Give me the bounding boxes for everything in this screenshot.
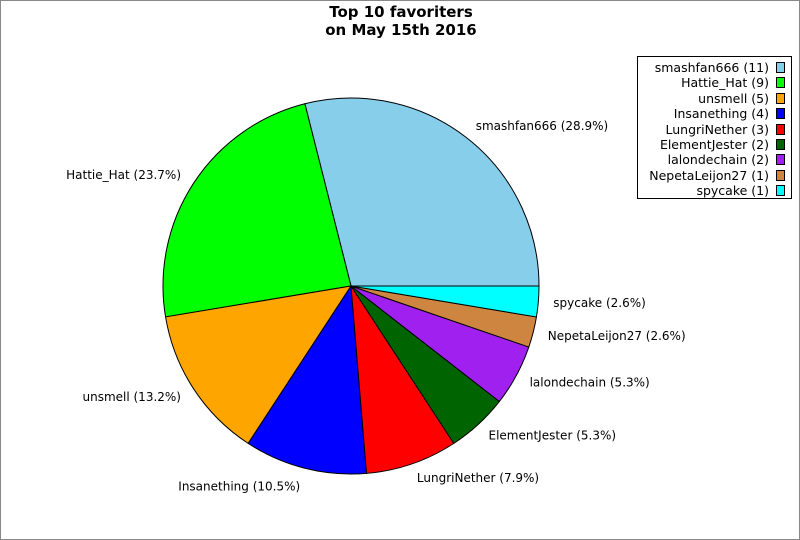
legend-item-spycake: spycake (1) bbox=[638, 183, 791, 198]
chart-title: Top 10 favoriters on May 15th 2016 bbox=[1, 3, 799, 39]
legend-label: smashfan666 (11) bbox=[654, 60, 769, 75]
slice-label-lungrinether: LungriNether (7.9%) bbox=[417, 471, 539, 485]
legend-label: ElementJester (2) bbox=[659, 136, 769, 152]
chart-title-line-2: on May 15th 2016 bbox=[325, 21, 477, 39]
legend-label: NepetaLeijon27 (1) bbox=[649, 167, 769, 183]
legend-swatch bbox=[776, 92, 785, 104]
legend-swatch bbox=[776, 185, 785, 197]
pie-slice-hattie-hat bbox=[162, 103, 352, 318]
legend-item-smashfan666: smashfan666 (11) bbox=[638, 60, 791, 75]
legend-item-lalondechain: lalondechain (2) bbox=[638, 152, 791, 167]
legend-label: spycake (1) bbox=[696, 183, 769, 199]
legend-label: LungriNether (3) bbox=[665, 121, 769, 137]
legend-item-insanething: Insanething (4) bbox=[638, 106, 791, 121]
legend-swatch bbox=[776, 169, 785, 181]
legend-swatch bbox=[776, 154, 785, 166]
slice-label-spycake: spycake (2.6%) bbox=[553, 296, 646, 310]
pie-slice-smashfan666 bbox=[304, 97, 540, 287]
legend-swatch bbox=[776, 62, 785, 73]
slice-label-lalondechain: lalondechain (5.3%) bbox=[530, 376, 650, 390]
pie-slice-insanething bbox=[247, 284, 368, 475]
pie-slice-unsmell bbox=[164, 285, 353, 445]
legend-item-unsmell: unsmell (5) bbox=[638, 91, 791, 106]
slice-label-elementjester: ElementJester (5.3%) bbox=[489, 428, 617, 442]
chart-title-line-1: Top 10 favoriters bbox=[329, 3, 473, 21]
legend-swatch bbox=[776, 108, 785, 120]
legend-label: unsmell (5) bbox=[698, 90, 769, 106]
legend: smashfan666 (11) Hattie_Hat (9) unsmell (5… bbox=[637, 56, 792, 199]
slice-label-hattie-hat: Hattie_Hat (23.7%) bbox=[66, 168, 181, 182]
legend-label: lalondechain (2) bbox=[667, 152, 769, 168]
legend-item-nepetaleijon27: NepetaLeijon27 (1) bbox=[638, 168, 791, 183]
slice-label-unsmell: unsmell (13.2%) bbox=[82, 390, 181, 404]
legend-swatch bbox=[776, 138, 785, 150]
slice-label-insanething: Insanething (10.5%) bbox=[178, 480, 300, 494]
pie-slice-spycake bbox=[350, 285, 540, 318]
legend-label: Hattie_Hat (9) bbox=[681, 75, 769, 91]
slice-label-nepetaleijon27: NepetaLeijon27 (2.6%) bbox=[548, 329, 686, 343]
slice-label-smashfan666: smashfan666 (28.9%) bbox=[476, 119, 609, 133]
legend-item-elementjester: ElementJester (2) bbox=[638, 137, 791, 152]
legend-item-hattie-hat: Hattie_Hat (9) bbox=[638, 75, 791, 90]
legend-item-lungrinether: LungriNether (3) bbox=[638, 122, 791, 137]
legend-swatch bbox=[776, 77, 785, 89]
pie-slice-lungrinether bbox=[350, 285, 455, 474]
legend-swatch bbox=[776, 123, 785, 135]
legend-label: Insanething (4) bbox=[673, 106, 769, 122]
